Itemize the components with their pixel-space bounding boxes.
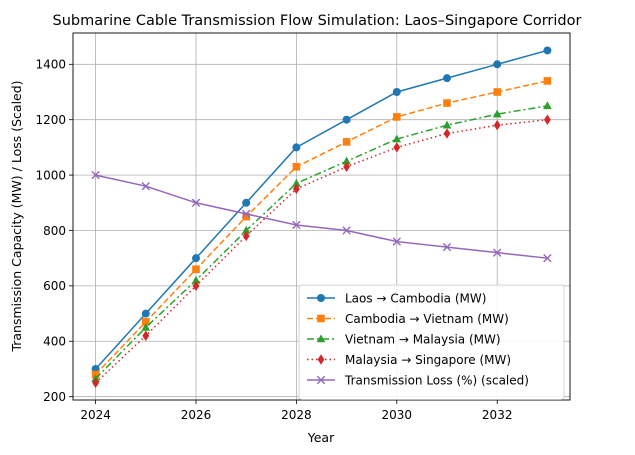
data-point [393, 142, 401, 153]
x-tick-label: 2032 [482, 408, 513, 422]
data-point [92, 377, 99, 389]
y-tick-label: 800 [43, 224, 66, 238]
series-line [95, 118, 548, 384]
data-point [443, 128, 451, 139]
legend-label: Vietnam → Malaysia (MW) [345, 332, 501, 346]
data-point [443, 74, 452, 83]
legend-item: Transmission Loss (%) (scaled) [307, 373, 529, 387]
series-5 [91, 170, 552, 263]
data-point [192, 265, 200, 274]
data-point [443, 99, 451, 107]
data-point [292, 143, 301, 152]
data-point [544, 114, 551, 125]
data-point [142, 330, 150, 341]
x-tick-label: 2024 [80, 408, 111, 422]
data-point [91, 170, 100, 180]
data-point [492, 109, 502, 118]
data-point [342, 138, 351, 146]
data-point [242, 212, 250, 221]
legend-marker [317, 294, 325, 302]
plot-frame [72, 32, 571, 401]
series-line [95, 80, 548, 376]
series-line [95, 105, 548, 380]
data-point [493, 60, 502, 69]
y-tick-label: 1200 [35, 113, 66, 127]
data-point [392, 87, 401, 96]
data-point [292, 183, 300, 195]
data-point [242, 230, 250, 242]
data-point [393, 113, 401, 121]
data-point [141, 181, 150, 191]
data-point [191, 254, 200, 263]
data-point [242, 198, 251, 207]
data-point [191, 275, 201, 284]
legend-item: Malaysia → Singapore (MW) [307, 353, 511, 367]
data-point [392, 134, 402, 143]
legend-item: Laos → Cambodia (MW) [307, 291, 486, 305]
data-point [292, 220, 301, 230]
y-axis-label: Transmission Capacity (MW) / Loss (Scale… [9, 80, 24, 352]
data-point [192, 280, 200, 292]
data-point [442, 242, 452, 252]
data-point [543, 253, 552, 263]
data-point [141, 322, 151, 331]
series-line [95, 174, 548, 259]
x-tick-label: 2028 [281, 408, 312, 422]
data-point [392, 237, 401, 246]
x-tick-label: 2030 [382, 408, 413, 422]
data-point [342, 115, 351, 124]
legend: Laos → Cambodia (MW) Cambodia → Vietnam (… [298, 284, 565, 400]
data-point [241, 225, 251, 234]
x-tick-label: 2026 [181, 408, 212, 422]
y-tick-label: 600 [43, 279, 66, 293]
data-point [493, 120, 501, 131]
data-point [191, 198, 201, 207]
data-point [493, 88, 502, 96]
x-axis-label: Year [307, 430, 335, 445]
legend-item: Vietnam → Malaysia (MW) [307, 332, 501, 346]
y-tick-label: 1400 [35, 58, 66, 72]
chart-title: Submarine Cable Transmission Flow Simula… [53, 13, 582, 29]
axis-ticks: 2024 2026 2028 2030 2032 200 400 600 800 1000 1200… [35, 58, 512, 422]
series-4 [92, 114, 551, 389]
data-point [141, 318, 150, 326]
data-point [342, 156, 351, 165]
y-tick-label: 200 [43, 390, 66, 404]
series-group [91, 46, 552, 389]
data-point [342, 226, 351, 235]
legend-label: Laos → Cambodia (MW) [345, 291, 486, 305]
legend-marker [317, 314, 325, 323]
legend-label: Transmission Loss (%) (scaled) [344, 373, 529, 387]
data-point [442, 120, 452, 129]
legend-label: Malaysia → Singapore (MW) [345, 353, 511, 367]
legend-box [298, 284, 565, 400]
data-point [493, 248, 502, 257]
y-tick-label: 1000 [35, 168, 66, 182]
data-point [543, 46, 552, 55]
data-point [141, 309, 150, 318]
data-point [292, 178, 301, 187]
data-point [543, 77, 552, 85]
y-tick-label: 400 [43, 335, 66, 349]
legend-item: Cambodia → Vietnam (MW) [307, 312, 509, 326]
series-1 [91, 46, 552, 373]
series-3 [91, 101, 552, 382]
legend-marker [316, 334, 326, 343]
data-point [543, 101, 552, 110]
legend-label: Cambodia → Vietnam (MW) [345, 312, 509, 326]
series-line [95, 49, 548, 370]
legend-marker [317, 354, 325, 365]
data-point [343, 161, 351, 172]
data-point [242, 209, 251, 219]
data-point [292, 162, 301, 171]
legend-marker [316, 375, 326, 385]
